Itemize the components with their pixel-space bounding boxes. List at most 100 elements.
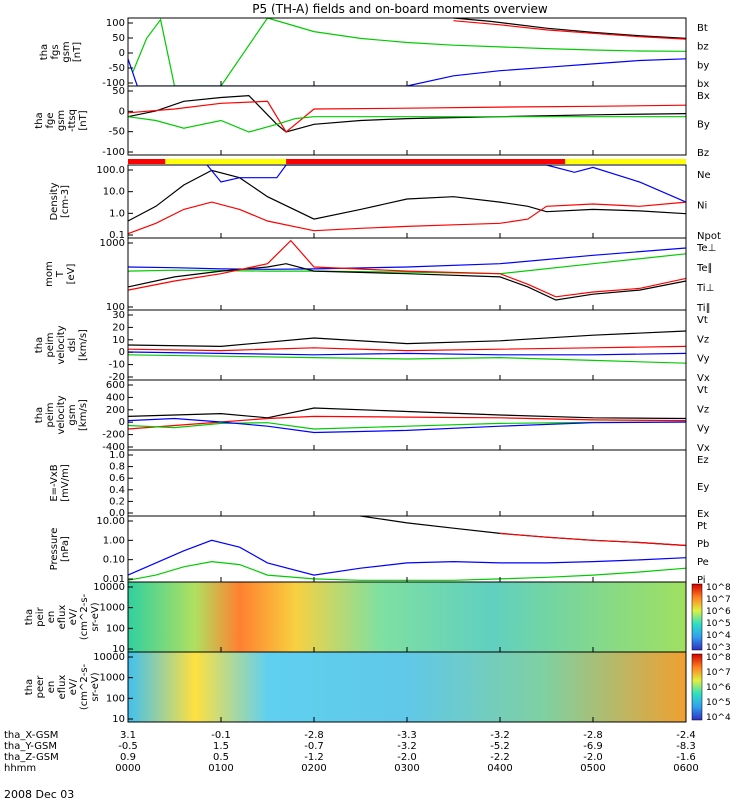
- ion_spectrogram-ylabel-line: en: [46, 611, 57, 624]
- electron_spectrogram-ytick-label: 100: [106, 693, 125, 704]
- density-ytick-label: 1.0: [109, 208, 125, 219]
- pressure-ytick-label: 10.00: [96, 516, 125, 527]
- panel-efield: 1.00.80.60.40.20.0 E=-VxB[mV/m] Ez Ey Ex: [49, 449, 709, 520]
- velocity1-ytick-label: 10: [112, 335, 125, 346]
- pressure-ylabel-line: [nPa]: [60, 536, 71, 562]
- electron_spectrogram-colorbar-tick: 10^7: [706, 668, 731, 678]
- panel-density: 100.0 10.0 1.0 0.1 Density[cm-3] Ne Ni Npot: [49, 164, 721, 242]
- efield-background: [128, 450, 686, 516]
- velocity2-ylabel-line: velocity: [56, 395, 67, 434]
- electron_spectrogram-ylabel-line: (cm^2-s-: [79, 663, 90, 710]
- efield-ytick-label: 0.6: [109, 473, 125, 484]
- velocity2-ylabel-line: gsm: [67, 404, 78, 425]
- temperature-legend-Te∥: Te∥: [696, 263, 713, 274]
- electron_spectrogram-ytick-label: 10000: [93, 652, 125, 663]
- velocity2-ylabel-line: tha: [34, 407, 45, 423]
- pressure-ylabel: Pressure[nPa]: [49, 528, 71, 571]
- ion_spectrogram-heatmap: [128, 582, 686, 652]
- velocity2-legend-Vz: Vz: [697, 404, 709, 415]
- temperature-series-Te∥: [127, 263, 687, 301]
- fgs-legend-by: by: [697, 60, 709, 71]
- velocity1-legend-Vt: Vt: [697, 315, 708, 326]
- efield-legend-Ey: Ey: [697, 482, 709, 493]
- electron_spectrogram-colorbar-tick: 10^8: [706, 653, 731, 663]
- fge-ytick-label: -100: [102, 147, 125, 158]
- fgs-series-bz: [453, 20, 687, 40]
- plot-title: P5 (TH-A) fields and on-board moments ov…: [252, 2, 548, 16]
- electron_spectrogram-ylabel: thapeerenefluxeV/(cm^2-s-sr-eV): [24, 663, 101, 710]
- electron_spectrogram-ylabel-line: tha: [24, 679, 35, 695]
- fge-background: [128, 86, 686, 155]
- velocity2-background: [128, 380, 686, 450]
- velocity2-series-Vt: [127, 407, 687, 420]
- velocity2-ylabel-line: peim: [45, 402, 56, 427]
- velocity1-ylabel-line: velocity: [56, 325, 67, 364]
- fge-legend-Bx: Bx: [697, 91, 710, 102]
- ion_spectrogram-ylabel-line: tha: [24, 609, 35, 625]
- fge-ytick-label: -50: [109, 127, 125, 138]
- pressure-legend-Pe: Pe: [697, 557, 709, 568]
- electron_spectrogram-ylabel-line: peer: [35, 675, 46, 699]
- density-legend-Npot: Npot: [697, 231, 721, 242]
- density-series-Ni: [127, 169, 687, 222]
- fgs-ytick-label: 0: [119, 48, 125, 59]
- footer-value: -8.3: [676, 741, 696, 752]
- density-legend-Ne: Ne: [697, 170, 711, 181]
- velocity1-ylabel-line: tha: [34, 337, 45, 353]
- velocity1-ytick-label: -10: [109, 360, 125, 371]
- electron_spectrogram-colorbar: [691, 653, 703, 721]
- pressure-background: [128, 516, 686, 582]
- footer-value: -2.4: [676, 730, 696, 741]
- fgs-series-by: [132, 17, 687, 87]
- electron_spectrogram-heatmap: [128, 652, 686, 722]
- pressure-series-Pe: [127, 560, 687, 581]
- fge-series-Bx: [127, 116, 686, 133]
- velocity1-legend-Vz: Vz: [697, 334, 709, 345]
- temperature-ylabel-line: T: [55, 270, 66, 278]
- electron_spectrogram-colorbar-tick: 10^6: [706, 683, 731, 693]
- pressure-ytick-label: 1.00: [103, 535, 125, 546]
- panel-temperature: 1000 100 momT[eV] Te⊥ Te∥ Ti⊥ Ti∥: [44, 237, 716, 314]
- ion_spectrogram-colorbar-tick: 10^3: [706, 643, 731, 653]
- footer-value: -0.1: [211, 730, 231, 741]
- footer-value: 0500: [580, 763, 605, 774]
- electron_spectrogram-colorbar-tick: 10^5: [706, 698, 731, 708]
- temperature-ytick-label: 1000: [100, 238, 125, 249]
- fge-ytick-label: 50: [112, 86, 125, 97]
- fgs-ylabel-line: gsm: [61, 41, 72, 62]
- velocity1-ytick-label: -20: [109, 372, 125, 383]
- temperature-series-Te⊥: [127, 239, 687, 298]
- ion_spectrogram-ytick-label: 10000: [93, 582, 125, 593]
- footer-value: -1.6: [676, 752, 696, 763]
- footer-label: tha_Z-GSM: [4, 752, 59, 763]
- date-label: 2008 Dec 03: [4, 788, 74, 800]
- fge-series-By: [127, 100, 687, 133]
- footer-value: -1.2: [304, 752, 324, 763]
- velocity1-series-Vx: [127, 351, 687, 356]
- fge-ylabel: thafgegsm-ttsq[nT]: [34, 109, 89, 132]
- ion_spectrogram-colorbar-tick: 10^8: [706, 583, 731, 593]
- velocity2-ytick-label: 0: [119, 417, 125, 428]
- fge-legend-By: By: [697, 120, 710, 131]
- footer-value: 0.9: [120, 752, 136, 763]
- temperature-series-Ti⊥: [127, 247, 687, 270]
- density-legend-Ni: Ni: [697, 201, 707, 212]
- electron_spectrogram-ylabel-line: eflux: [57, 675, 68, 700]
- pressure-ytick-label: 0.10: [103, 555, 125, 566]
- footer-value: -3.2: [490, 730, 510, 741]
- pressure-legend-Pb: Pb: [697, 539, 709, 550]
- temperature-ylabel-line: [eV]: [66, 264, 77, 285]
- density-ytick-label: 10.0: [103, 187, 125, 198]
- density-series-Ne: [127, 201, 687, 235]
- velocity2-ytick-label: 400: [106, 392, 125, 403]
- pressure-ytick-label: 0.01: [103, 574, 125, 585]
- ion_spectrogram-colorbar-tick: 10^7: [706, 595, 731, 605]
- footer-value: -2.2: [490, 752, 510, 763]
- ion_spectrogram-ytick-label: 1000: [100, 603, 125, 614]
- fgs-background: [128, 18, 686, 86]
- pressure-ylabel-line: Pressure: [49, 528, 60, 571]
- density-ylabel: Density[cm-3]: [49, 182, 71, 220]
- panel-ion_spectrogram: 10^8 10^7 10^6 10^5 10^4 10^3 10000 1000 100 10 th…: [24, 581, 731, 655]
- efield-ytick-label: 0.8: [109, 462, 125, 473]
- temperature-ylabel-line: mom: [44, 261, 55, 287]
